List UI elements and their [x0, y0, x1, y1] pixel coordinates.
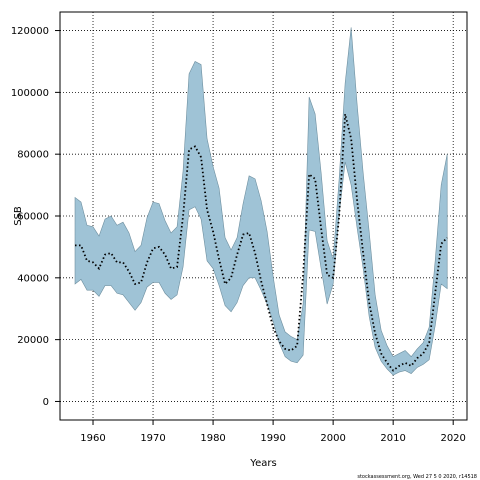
y-tick-label: 40000 [17, 273, 49, 284]
x-tick-label: 1990 [260, 433, 285, 444]
y-tick-label: 120000 [11, 26, 49, 37]
x-tick-label: 2010 [380, 433, 405, 444]
x-tick-label: 2020 [440, 433, 465, 444]
x-tick-label: 1970 [140, 433, 165, 444]
y-tick-label: 80000 [17, 150, 49, 161]
y-axis: 0 20000 40000 60000 80000 100000 120000 [11, 26, 60, 408]
x-axis-label: Years [249, 458, 276, 469]
y-tick-label: 100000 [11, 88, 49, 99]
gridlines [60, 12, 467, 420]
y-tick-label: 0 [43, 397, 49, 408]
x-tick-label: 2000 [320, 433, 345, 444]
x-tick-label: 1960 [80, 433, 105, 444]
y-tick-label: 60000 [17, 212, 49, 223]
x-axis: 1960 1970 1980 1990 2000 2010 2020 [80, 420, 466, 444]
y-axis-label: SSB [13, 206, 24, 226]
x-tick-label: 1980 [200, 433, 225, 444]
caption: stockassessment.org, Wed 27 5 0 2020, r1… [357, 474, 477, 480]
y-tick-label: 20000 [17, 335, 49, 346]
confidence-band [74, 27, 448, 376]
